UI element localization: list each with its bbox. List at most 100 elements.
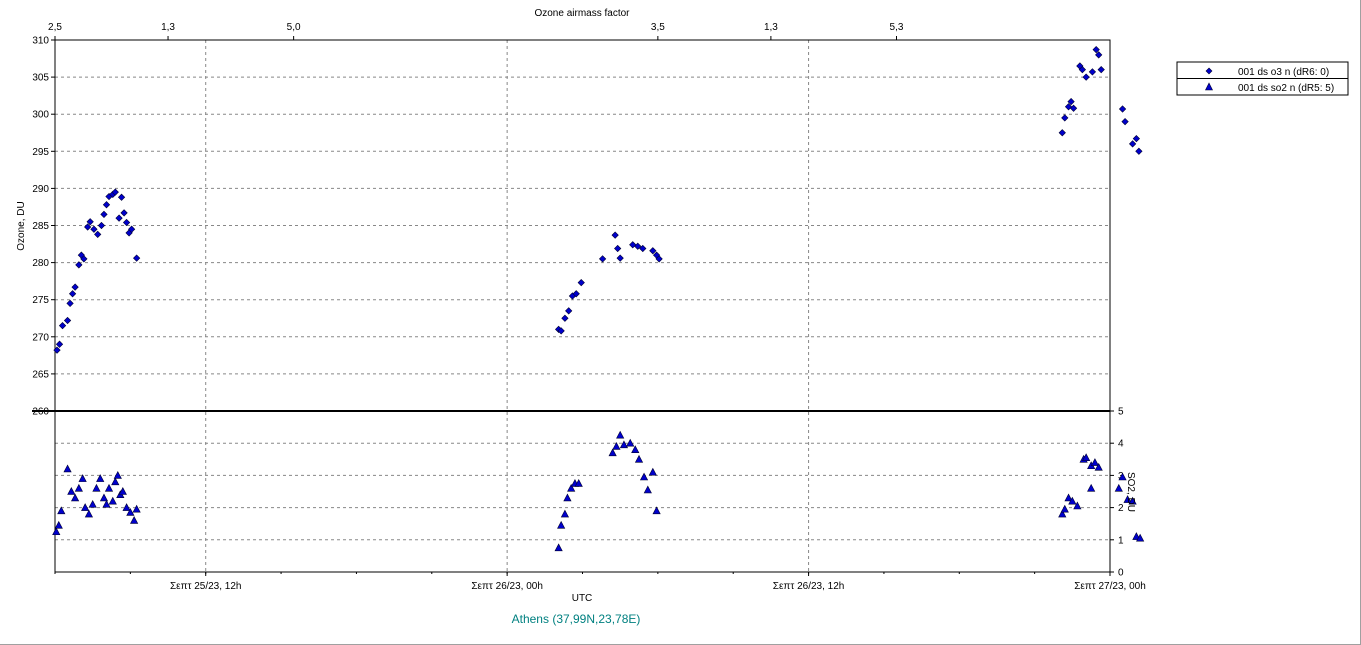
ozone-point — [1135, 147, 1143, 155]
ozone-point — [75, 261, 83, 269]
ozone-point — [1121, 117, 1129, 126]
ozone-y-axis-title: Ozone, DU — [16, 201, 27, 250]
top-axis-title: Ozone airmass factor — [534, 8, 630, 19]
so2-tick-label: 0 — [1118, 568, 1124, 579]
legend-entry-so2: 001 ds so2 n (dR5: 5) — [1238, 83, 1334, 94]
so2-y-axis-title: SO2, DU — [1125, 472, 1136, 512]
ozone-point — [616, 254, 624, 262]
so2-point — [67, 487, 76, 495]
ozone-point — [1088, 68, 1097, 76]
so2-point — [1094, 462, 1103, 471]
so2-y-axis: 012345 — [1110, 407, 1124, 579]
top-tick-label: 3,5 — [651, 22, 665, 33]
legend: 001 ds o3 n (dR6: 0) 001 ds so2 n (dR5: … — [1176, 61, 1349, 96]
so2-point — [1128, 496, 1137, 505]
ozone-point — [1118, 105, 1127, 113]
ozone-point — [1061, 114, 1069, 122]
ozone-point — [565, 307, 573, 315]
so2-point — [96, 474, 105, 482]
ozone-point — [80, 255, 88, 263]
so2-point — [70, 493, 80, 502]
so2-point — [1087, 483, 1096, 492]
so2-point — [608, 448, 617, 457]
so2-point — [113, 470, 122, 479]
ozone-point — [71, 283, 79, 291]
so2-point — [563, 493, 572, 502]
so2-point — [1090, 458, 1100, 466]
ozone-tick-label: 265 — [32, 369, 49, 380]
ozone-point — [53, 346, 61, 354]
ozone-point — [127, 225, 136, 233]
ozone-point — [1069, 104, 1078, 112]
so2-point — [126, 507, 135, 516]
so2-point — [102, 499, 111, 508]
x-tick-label: Σεπτ 26/23, 12h — [773, 581, 845, 592]
so2-point — [1118, 472, 1127, 481]
ozone-point — [120, 209, 128, 217]
plot-border — [54, 39, 1111, 573]
so2-point — [648, 467, 657, 476]
so2-point — [99, 493, 109, 502]
so2-point — [639, 472, 649, 481]
so2-point — [634, 454, 644, 463]
ozone-tick-label: 280 — [32, 258, 49, 269]
so2-point — [54, 520, 63, 529]
so2-point — [130, 516, 139, 524]
ozone-point — [1097, 66, 1105, 74]
ozone-point — [100, 210, 108, 218]
so2-point — [574, 479, 583, 487]
so2-point — [88, 499, 97, 508]
so2-point — [1073, 501, 1082, 510]
ozone-point — [68, 290, 77, 298]
so2-point — [108, 496, 117, 505]
legend-triangle-icon — [1205, 82, 1213, 91]
ozone-point — [133, 254, 141, 262]
so2-tick-label: 5 — [1118, 407, 1124, 418]
so2-point — [81, 503, 90, 511]
ozone-point — [111, 188, 119, 196]
ozone-point — [1082, 73, 1090, 81]
ozone-point — [577, 279, 585, 287]
so2-point — [1064, 493, 1073, 502]
top-tick-label: 5,3 — [890, 22, 904, 33]
so2-point — [111, 477, 120, 486]
ozone-tick-label: 275 — [32, 295, 49, 306]
grid — [55, 39, 1111, 572]
ozone-point — [84, 223, 92, 231]
so2-point — [1068, 496, 1077, 505]
top-tick-label: 1,3 — [764, 22, 778, 33]
top-axis: 2,5 1,3 5,0 3,5 1,3 5,3 — [48, 22, 904, 40]
ozone-point — [557, 327, 565, 335]
so2-point — [1058, 509, 1067, 518]
ozone-point — [94, 230, 102, 239]
ozone-point — [598, 255, 607, 263]
ozone-point — [117, 193, 126, 201]
ozone-point — [1095, 51, 1103, 59]
so2-point — [118, 487, 127, 495]
ozone-y-axis: 260 265 270 275 280 285 290 295 300 305 310 — [32, 36, 55, 418]
so2-point — [92, 483, 101, 492]
so2-point — [63, 464, 72, 473]
ozone-point — [649, 247, 657, 255]
legend-entry-o3: 001 ds o3 n (dR6: 0) — [1238, 67, 1329, 78]
x-tick-label: Σεπτ 27/23, 00h — [1074, 581, 1146, 592]
ozone-tick-label: 295 — [32, 147, 49, 158]
ozone-point — [629, 241, 637, 249]
ozone-point — [655, 255, 663, 263]
ozone-point — [639, 244, 647, 253]
so2-tick-label: 4 — [1118, 439, 1124, 450]
ozone-tick-label: 285 — [32, 221, 49, 232]
ozone-point — [1092, 46, 1100, 54]
ozone-point — [115, 214, 123, 222]
ozone-tick-label: 290 — [32, 184, 49, 195]
so2-point — [1060, 504, 1069, 513]
ozone-tick-label: 310 — [32, 36, 49, 47]
so2-point — [122, 503, 131, 511]
ozone-tick-label: 260 — [32, 407, 49, 418]
so2-point — [560, 509, 570, 518]
x-tick-label: Σεπτ 25/23, 12h — [170, 581, 242, 592]
so2-point — [643, 485, 652, 494]
so2-point — [554, 543, 563, 552]
data-points — [52, 46, 1145, 552]
